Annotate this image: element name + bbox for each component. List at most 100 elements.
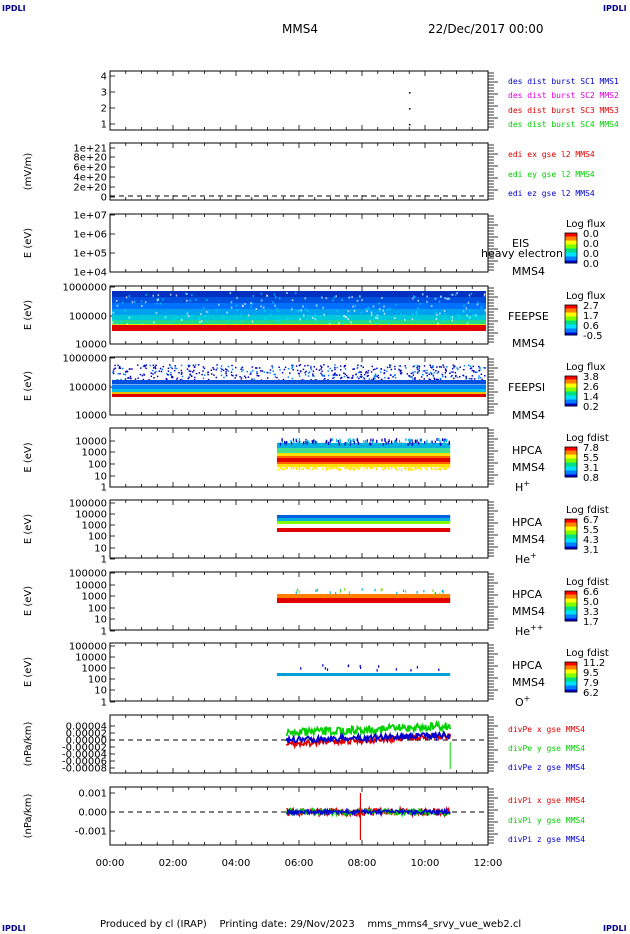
spectrogram-speck <box>181 375 184 378</box>
spectrogram-speck <box>431 440 433 444</box>
y-tick-label: 10000 <box>75 437 107 448</box>
spectrogram-speck <box>376 317 379 320</box>
spectrogram-speck <box>174 365 177 367</box>
spectrogram-speck <box>311 468 313 471</box>
spectrogram-speck <box>403 467 406 470</box>
spectrogram-speck <box>247 314 250 317</box>
legend-entry: des dist burst SC1 MMS1 <box>508 77 619 86</box>
colorbar-cell <box>565 398 577 400</box>
colorbar-cell <box>565 255 577 257</box>
burst-point <box>409 124 411 126</box>
instrument-label: EIS <box>512 237 529 250</box>
spectrogram-speck <box>139 373 142 376</box>
colorbar-tick-label: 0.2 <box>583 402 599 413</box>
spectrogram-speck <box>308 468 310 471</box>
spectrogram-speck <box>451 374 453 377</box>
spectrogram-speck <box>356 376 359 378</box>
spectrogram-speck <box>307 309 309 312</box>
spectrogram-band <box>112 385 486 390</box>
spectrogram-speck <box>450 371 452 373</box>
spectrogram-speck <box>136 364 139 366</box>
spectrogram-speck <box>188 364 191 367</box>
spectrogram-speck <box>278 442 280 446</box>
spectrogram-speck <box>377 376 380 379</box>
spectrogram-speck <box>430 366 432 368</box>
spectrogram-speck <box>448 298 451 301</box>
spectrogram-speck <box>426 372 428 374</box>
spectrogram-speck <box>189 299 191 302</box>
colorbar-cell <box>565 547 577 549</box>
colorbar-cell <box>565 324 577 326</box>
colorbar-tick-label: 1.4 <box>583 392 599 403</box>
spectrogram-speck <box>484 293 486 296</box>
spectrogram-speck <box>441 589 444 593</box>
spectrogram-speck <box>187 315 190 318</box>
spectrogram-speck <box>389 364 391 366</box>
spectrogram-speck <box>456 367 458 369</box>
spacecraft-label: MMS4 <box>512 461 545 474</box>
colorbar-cell <box>565 468 577 470</box>
spectrogram-speck <box>432 368 435 371</box>
spectrogram-speck <box>416 591 418 594</box>
spectrogram-speck <box>264 309 266 312</box>
colorbar-cell <box>565 328 577 330</box>
spectrogram-speck <box>215 376 218 379</box>
spectrogram-speck <box>314 318 317 321</box>
panel-side-ticks <box>488 429 498 485</box>
instrument-label: HPCA <box>512 659 543 672</box>
spectrogram-speck <box>423 589 425 593</box>
colorbar-cell <box>565 376 577 378</box>
spectrogram-speck <box>470 292 473 295</box>
spectrogram-speck <box>305 440 307 444</box>
spectrogram-speck <box>413 365 416 367</box>
spectrogram-speck <box>400 372 402 375</box>
spectrogram-speck <box>213 368 215 371</box>
spectrogram-speck <box>441 438 444 442</box>
colorbar-cell <box>565 389 577 391</box>
y-tick-label: 1000 <box>82 448 107 459</box>
colorbar-cell <box>565 473 577 475</box>
colorbar-cell <box>565 251 577 253</box>
spectrogram-speck <box>366 441 368 445</box>
spectrogram-speck <box>169 321 171 324</box>
spectrogram-speck <box>378 302 380 305</box>
spectrogram-speck <box>403 442 406 446</box>
x-tick-label: 12:00 <box>474 858 503 869</box>
colorbar-cell <box>565 673 577 675</box>
spectrogram-speck <box>229 292 232 295</box>
spectrogram-speck <box>170 371 172 374</box>
spectrogram-speck <box>377 665 380 668</box>
spectrogram-speck <box>420 438 422 442</box>
spectrogram-speck <box>304 440 306 444</box>
spectrogram-speck <box>366 467 368 470</box>
spectrogram-speck <box>313 439 315 443</box>
spectrogram-speck <box>331 370 333 372</box>
y-tick-label: -0.00008 <box>62 764 107 775</box>
colorbar-cell <box>565 675 577 677</box>
spectrogram-speck <box>424 441 426 445</box>
spectrogram-speck <box>156 299 159 302</box>
y-tick-label: 10 <box>94 472 107 483</box>
spectrogram-speck <box>212 366 214 369</box>
y-tick-label: 1e+04 <box>73 268 107 279</box>
spectrogram-speck <box>329 367 332 370</box>
spectrogram-speck <box>145 293 147 296</box>
spectrogram-speck <box>363 378 366 380</box>
spectrogram-speck <box>201 320 203 323</box>
spectrogram-speck <box>414 371 416 373</box>
spectrogram-speck <box>292 364 294 367</box>
spectrogram-speck <box>380 368 383 370</box>
colorbar-cell <box>565 594 577 596</box>
burst-point <box>409 92 411 94</box>
spectrogram-speck <box>474 314 477 317</box>
spectrogram-speck <box>352 374 354 377</box>
species-label: He+ <box>515 551 537 566</box>
spectrogram-speck <box>355 466 357 469</box>
colorbar-cell <box>565 329 577 331</box>
spectrogram-speck <box>436 372 439 374</box>
y-axis-label: (nPa/km) <box>23 722 34 767</box>
spectrogram-speck <box>301 468 303 471</box>
spectrogram-speck <box>297 441 299 445</box>
spectrogram-speck <box>321 370 323 373</box>
